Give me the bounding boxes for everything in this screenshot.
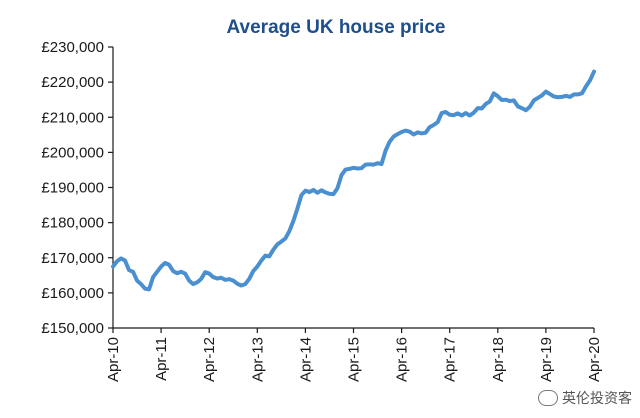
x-tick-label: Apr-18 <box>490 337 507 382</box>
y-tick-label: £230,000 <box>41 39 104 56</box>
y-axis: £150,000 £160,000 £170,000 £180,000 £190,000… <box>41 39 113 337</box>
series-line-house-price <box>111 69 596 292</box>
y-tick-label: £170,000 <box>41 250 104 267</box>
y-tick-label: £180,000 <box>41 215 104 232</box>
x-tick-label: Apr-15 <box>346 337 363 382</box>
x-axis: Apr-10 Apr-11 Apr-12 Apr-13 Apr-14 Apr-15 Apr-… <box>105 328 603 382</box>
x-tick-label: Apr-17 <box>442 337 459 382</box>
y-tick-label: £160,000 <box>41 285 104 302</box>
y-tick-label: £210,000 <box>41 109 104 126</box>
watermark-text: 英伦投资客 <box>562 391 632 407</box>
x-tick-label: Apr-16 <box>394 337 411 382</box>
x-tick-label: Apr-11 <box>153 337 170 381</box>
y-tick-label: £200,000 <box>41 144 104 161</box>
x-tick-label: Apr-12 <box>201 337 218 382</box>
x-tick-label: Apr-10 <box>105 337 122 382</box>
x-tick-label: Apr-20 <box>586 337 603 382</box>
x-tick-label: Apr-14 <box>297 337 314 382</box>
x-tick-label: Apr-13 <box>249 337 266 382</box>
chart-title: Average UK house price <box>227 17 446 38</box>
y-tick-label: £190,000 <box>41 180 104 197</box>
y-tick-label: £150,000 <box>41 320 104 337</box>
x-tick-label: Apr-19 <box>538 337 555 382</box>
y-tick-label: £220,000 <box>41 74 104 91</box>
watermark: 英伦投资客 <box>538 388 632 408</box>
wechat-icon <box>538 390 558 406</box>
